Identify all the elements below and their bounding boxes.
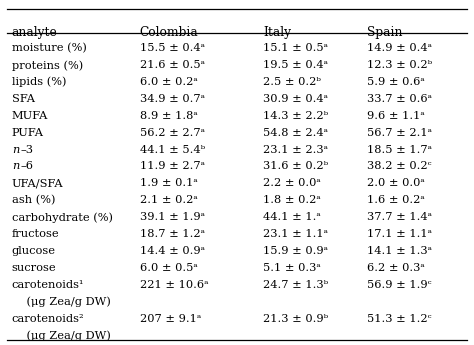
Text: 207 ± 9.1ᵃ: 207 ± 9.1ᵃ xyxy=(140,314,201,324)
Text: 14.4 ± 0.9ᵃ: 14.4 ± 0.9ᵃ xyxy=(140,246,205,256)
Text: 2.1 ± 0.2ᵃ: 2.1 ± 0.2ᵃ xyxy=(140,195,198,205)
Text: ash (%): ash (%) xyxy=(12,195,55,206)
Text: glucose: glucose xyxy=(12,246,56,256)
Text: 21.3 ± 0.9ᵇ: 21.3 ± 0.9ᵇ xyxy=(263,314,328,324)
Text: 34.9 ± 0.7ᵃ: 34.9 ± 0.7ᵃ xyxy=(140,94,205,104)
Text: 30.9 ± 0.4ᵃ: 30.9 ± 0.4ᵃ xyxy=(263,94,328,104)
Text: 14.3 ± 2.2ᵇ: 14.3 ± 2.2ᵇ xyxy=(263,111,328,121)
Text: 19.5 ± 0.4ᵃ: 19.5 ± 0.4ᵃ xyxy=(263,60,328,70)
Text: 37.7 ± 1.4ᵃ: 37.7 ± 1.4ᵃ xyxy=(367,212,432,222)
Text: sucrose: sucrose xyxy=(12,263,56,273)
Text: 11.9 ± 2.7ᵃ: 11.9 ± 2.7ᵃ xyxy=(140,161,205,171)
Text: 44.1 ± 1.ᵃ: 44.1 ± 1.ᵃ xyxy=(263,212,321,222)
Text: 1.6 ± 0.2ᵃ: 1.6 ± 0.2ᵃ xyxy=(367,195,425,205)
Text: Spain: Spain xyxy=(367,26,403,39)
Text: 18.7 ± 1.2ᵃ: 18.7 ± 1.2ᵃ xyxy=(140,229,205,239)
Text: 15.9 ± 0.9ᵃ: 15.9 ± 0.9ᵃ xyxy=(263,246,328,256)
Text: 2.5 ± 0.2ᵇ: 2.5 ± 0.2ᵇ xyxy=(263,77,321,87)
Text: 5.1 ± 0.3ᵃ: 5.1 ± 0.3ᵃ xyxy=(263,263,321,273)
Text: 1.9 ± 0.1ᵃ: 1.9 ± 0.1ᵃ xyxy=(140,178,198,188)
Text: 2.0 ± 0.0ᵃ: 2.0 ± 0.0ᵃ xyxy=(367,178,425,188)
Text: moisture (%): moisture (%) xyxy=(12,43,87,53)
Text: 18.5 ± 1.7ᵃ: 18.5 ± 1.7ᵃ xyxy=(367,145,432,155)
Text: carotenoids¹: carotenoids¹ xyxy=(12,280,84,290)
Text: 6.2 ± 0.3ᵃ: 6.2 ± 0.3ᵃ xyxy=(367,263,425,273)
Text: PUFA: PUFA xyxy=(12,128,44,138)
Text: 8.9 ± 1.8ᵃ: 8.9 ± 1.8ᵃ xyxy=(140,111,198,121)
Text: (μg Zea/g DW): (μg Zea/g DW) xyxy=(12,297,111,307)
Text: 2.2 ± 0.0ᵃ: 2.2 ± 0.0ᵃ xyxy=(263,178,321,188)
Text: 12.3 ± 0.2ᵇ: 12.3 ± 0.2ᵇ xyxy=(367,60,433,70)
Text: 9.6 ± 1.1ᵃ: 9.6 ± 1.1ᵃ xyxy=(367,111,425,121)
Text: n: n xyxy=(12,161,19,171)
Text: 39.1 ± 1.9ᵃ: 39.1 ± 1.9ᵃ xyxy=(140,212,205,222)
Text: Italy: Italy xyxy=(263,26,291,39)
Text: 56.7 ± 2.1ᵃ: 56.7 ± 2.1ᵃ xyxy=(367,128,432,138)
Text: 6.0 ± 0.2ᵃ: 6.0 ± 0.2ᵃ xyxy=(140,77,198,87)
Text: 23.1 ± 1.1ᵃ: 23.1 ± 1.1ᵃ xyxy=(263,229,328,239)
Text: 51.3 ± 1.2ᶜ: 51.3 ± 1.2ᶜ xyxy=(367,314,432,324)
Text: carotenoids²: carotenoids² xyxy=(12,314,84,324)
Text: lipids (%): lipids (%) xyxy=(12,77,66,88)
Text: proteins (%): proteins (%) xyxy=(12,60,83,71)
Text: 14.9 ± 0.4ᵃ: 14.9 ± 0.4ᵃ xyxy=(367,43,432,53)
Text: 5.9 ± 0.6ᵃ: 5.9 ± 0.6ᵃ xyxy=(367,77,425,87)
Text: –3: –3 xyxy=(20,145,33,155)
Text: MUFA: MUFA xyxy=(12,111,48,121)
Text: n: n xyxy=(12,145,19,155)
Text: Colombia: Colombia xyxy=(140,26,199,39)
Text: 17.1 ± 1.1ᵃ: 17.1 ± 1.1ᵃ xyxy=(367,229,432,239)
Text: SFA: SFA xyxy=(12,94,35,104)
Text: 15.1 ± 0.5ᵃ: 15.1 ± 0.5ᵃ xyxy=(263,43,328,53)
Text: 31.6 ± 0.2ᵇ: 31.6 ± 0.2ᵇ xyxy=(263,161,328,171)
Text: 14.1 ± 1.3ᵃ: 14.1 ± 1.3ᵃ xyxy=(367,246,432,256)
Text: 1.8 ± 0.2ᵃ: 1.8 ± 0.2ᵃ xyxy=(263,195,321,205)
Text: UFA/SFA: UFA/SFA xyxy=(12,178,64,188)
Text: 6.0 ± 0.5ᵃ: 6.0 ± 0.5ᵃ xyxy=(140,263,198,273)
Text: fructose: fructose xyxy=(12,229,59,239)
Text: 23.1 ± 2.3ᵃ: 23.1 ± 2.3ᵃ xyxy=(263,145,328,155)
Text: 56.9 ± 1.9ᶜ: 56.9 ± 1.9ᶜ xyxy=(367,280,432,290)
Text: 221 ± 10.6ᵃ: 221 ± 10.6ᵃ xyxy=(140,280,209,290)
Text: 44.1 ± 5.4ᵇ: 44.1 ± 5.4ᵇ xyxy=(140,145,205,155)
Text: 54.8 ± 2.4ᵃ: 54.8 ± 2.4ᵃ xyxy=(263,128,328,138)
Text: 24.7 ± 1.3ᵇ: 24.7 ± 1.3ᵇ xyxy=(263,280,328,290)
Text: analyte: analyte xyxy=(12,26,58,39)
Text: carbohydrate (%): carbohydrate (%) xyxy=(12,212,113,223)
Text: 38.2 ± 0.2ᶜ: 38.2 ± 0.2ᶜ xyxy=(367,161,432,171)
Text: 15.5 ± 0.4ᵃ: 15.5 ± 0.4ᵃ xyxy=(140,43,205,53)
Text: –6: –6 xyxy=(20,161,33,171)
Text: (μg Zea/g DW): (μg Zea/g DW) xyxy=(12,331,111,341)
Text: 21.6 ± 0.5ᵃ: 21.6 ± 0.5ᵃ xyxy=(140,60,205,70)
Text: 33.7 ± 0.6ᵃ: 33.7 ± 0.6ᵃ xyxy=(367,94,432,104)
Text: 56.2 ± 2.7ᵃ: 56.2 ± 2.7ᵃ xyxy=(140,128,205,138)
